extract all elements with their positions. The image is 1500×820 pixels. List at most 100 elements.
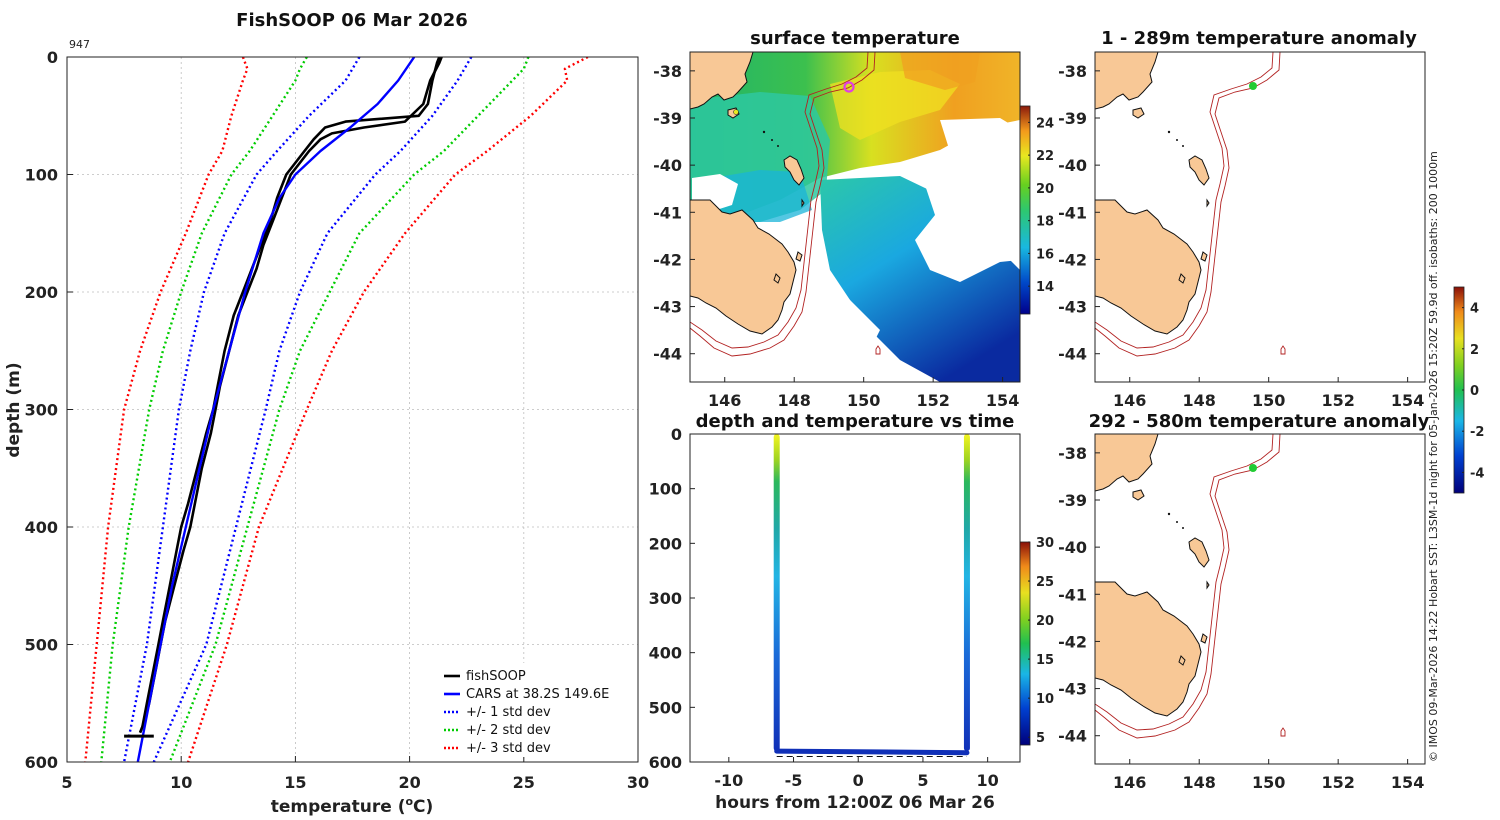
anomaly-top-marker xyxy=(1249,82,1257,90)
anomaly-bottom-frame xyxy=(1094,433,1426,765)
anom_bottom_panel-x-tick-label: 150 xyxy=(1252,773,1285,792)
sst_panel-y-tick-label: -40 xyxy=(653,156,682,175)
sst-title: surface temperature xyxy=(750,28,960,49)
time-segment-descent xyxy=(773,434,780,752)
anom_top_panel-x-tick-label: 148 xyxy=(1183,391,1216,410)
time-segment-ascent xyxy=(963,434,970,752)
profile-x-tick-label: 25 xyxy=(513,773,535,792)
time-title: depth and temperature vs time xyxy=(696,411,1015,432)
colorbar-tick-label: 0 xyxy=(1470,384,1479,399)
profile-frame xyxy=(66,56,639,763)
profile-y-tick-label: 100 xyxy=(25,166,58,185)
time-x-tick-label: 10 xyxy=(977,771,999,790)
sst_panel-x-tick-label: 150 xyxy=(847,391,880,410)
legend-label: fishSOOP xyxy=(466,669,526,684)
anom_bottom_panel-y-tick-label: -38 xyxy=(1058,444,1087,463)
time-x-tick-label: -5 xyxy=(785,771,803,790)
profile-y-tick-label: 400 xyxy=(25,518,58,537)
profile-x-tick-label: 20 xyxy=(398,773,420,792)
anom_bottom_panel-x-tick-label: 148 xyxy=(1183,773,1216,792)
profile-grid xyxy=(67,57,638,762)
time-x-tick-label: 5 xyxy=(917,771,928,790)
anomaly-top-frame xyxy=(1094,51,1426,383)
anom_bottom_panel-x-tick-label: 154 xyxy=(1391,773,1424,792)
profile-line--2-std-dev-high- xyxy=(168,57,530,762)
time-xlabel: hours from 12:00Z 06 Mar 26 xyxy=(715,793,995,813)
anomaly-top-panel: 1 - 289m temperature anomaly 146 148 150 15… xyxy=(1058,28,1426,410)
profile-xlabel: temperature (oC) xyxy=(271,795,434,817)
time-segment-bottom xyxy=(774,748,970,756)
profile-y-tick-label: 200 xyxy=(25,283,58,302)
sst-panel: surface temperature 146 148 150 152 154 -38-… xyxy=(653,28,1054,410)
time-y-ticks: 0 100 200 300 400 500 600 xyxy=(649,425,695,772)
anomaly-top-y-ticks: -38 -39 -40 -41 -42 -43 -44 xyxy=(1058,62,1100,364)
colorbar-tick-label: 15 xyxy=(1036,653,1054,668)
time-y-tick-label: 300 xyxy=(649,589,682,608)
profile-xlabel-sup: o xyxy=(405,795,413,808)
sst_panel-x-tick-label: 148 xyxy=(778,391,811,410)
profile-y-ticks: 0 100 200 300 400 500 600 xyxy=(25,48,73,772)
colorbar-tick-label: -4 xyxy=(1470,466,1484,481)
colorbar-tick-label: 5 xyxy=(1036,731,1045,746)
colorbar-tick-label: 2 xyxy=(1470,343,1479,358)
profile-corner-label: 947 xyxy=(69,38,90,51)
time-colorbar xyxy=(1019,541,1031,746)
time-panel: depth and temperature vs time -10 -5 0 5 10 … xyxy=(649,411,1055,813)
anom_bottom_panel-y-tick-label: -40 xyxy=(1058,538,1087,557)
anomaly-top-title: 1 - 289m temperature anomaly xyxy=(1101,28,1417,49)
legend-label: +/- 2 std dev xyxy=(466,723,551,738)
anomaly-top-x-ticks: 146 148 150 152 154 xyxy=(1113,377,1424,410)
anomaly-bottom-map xyxy=(1095,434,1425,764)
legend-label: +/- 1 std dev xyxy=(466,705,551,720)
colorbar-tick-label: 24 xyxy=(1036,116,1054,131)
profile-x-tick-label: 30 xyxy=(627,773,649,792)
anom_top_panel-y-tick-label: -38 xyxy=(1058,62,1087,81)
sst_panel-x-tick-label: 146 xyxy=(708,391,741,410)
anomaly-bottom-title: 292 - 580m temperature anomaly xyxy=(1089,411,1430,432)
colorbar-tick-label: 30 xyxy=(1036,536,1054,551)
anom_bottom_panel-x-tick-label: 152 xyxy=(1321,773,1354,792)
profile-y-tick-label: 500 xyxy=(25,636,58,655)
anom_top_panel-y-tick-label: -44 xyxy=(1058,345,1087,364)
time-y-tick-label: 200 xyxy=(649,534,682,553)
time-y-tick-label: 400 xyxy=(649,644,682,663)
legend-box xyxy=(438,663,632,757)
sst_panel-x-tick-label: 154 xyxy=(986,391,1019,410)
profile-line--2-std-dev-low- xyxy=(100,57,308,762)
colorbar-tick-label: 4 xyxy=(1470,302,1479,317)
time-series xyxy=(773,434,970,758)
colorbar-tick-label: 22 xyxy=(1036,149,1054,164)
station-marker xyxy=(843,81,855,93)
anom_top_panel-x-tick-label: 152 xyxy=(1321,391,1354,410)
profile-series xyxy=(84,57,589,762)
profile-line--3-std-dev-low- xyxy=(84,57,249,762)
colorbar-tick-label: 20 xyxy=(1036,614,1054,629)
profile-y-tick-label: 300 xyxy=(25,401,58,420)
sst-map xyxy=(690,52,1020,382)
sst-colorbar-ticks: 24 22 20 18 16 14 xyxy=(1028,116,1054,295)
time-x-ticks: -10 -5 0 5 10 xyxy=(714,757,999,790)
anom_top_panel-x-tick-label: 146 xyxy=(1113,391,1146,410)
profile-line-cars-at-38-2s-149-6e xyxy=(136,57,416,762)
sst_panel-y-tick-label: -44 xyxy=(653,345,682,364)
profile-ylabel: depth (m) xyxy=(4,362,24,457)
anomaly-bottom-panel: 292 - 580m temperature anomaly 146 148 150… xyxy=(1058,286,1484,792)
colorbar-tick-label: 25 xyxy=(1036,575,1054,590)
time-frame xyxy=(689,433,1021,763)
sst-x-ticks: 146 148 150 152 154 xyxy=(708,377,1019,410)
time-colorbar-ticks: 30 25 20 15 10 5 xyxy=(1028,536,1054,746)
time-x-tick-label: -10 xyxy=(714,771,743,790)
anom_top_panel-y-tick-label: -41 xyxy=(1058,203,1087,222)
sst-colorbar xyxy=(1019,105,1031,315)
profile-y-tick-label: 600 xyxy=(25,753,58,772)
profile-line--3-std-dev-high- xyxy=(186,57,589,762)
anomaly-colorbar-ticks: 4 2 0 -2 -4 xyxy=(1462,302,1484,481)
colorbar-tick-label: 14 xyxy=(1036,280,1054,295)
anom_bottom_panel-y-tick-label: -44 xyxy=(1058,727,1087,746)
profile-x-tick-label: 5 xyxy=(61,773,72,792)
time-y-tick-label: 0 xyxy=(671,425,682,444)
sst_panel-y-tick-label: -42 xyxy=(653,250,682,269)
profile-line--1-std-dev-high- xyxy=(152,57,473,762)
colorbar-tick-label: 10 xyxy=(1036,692,1054,707)
